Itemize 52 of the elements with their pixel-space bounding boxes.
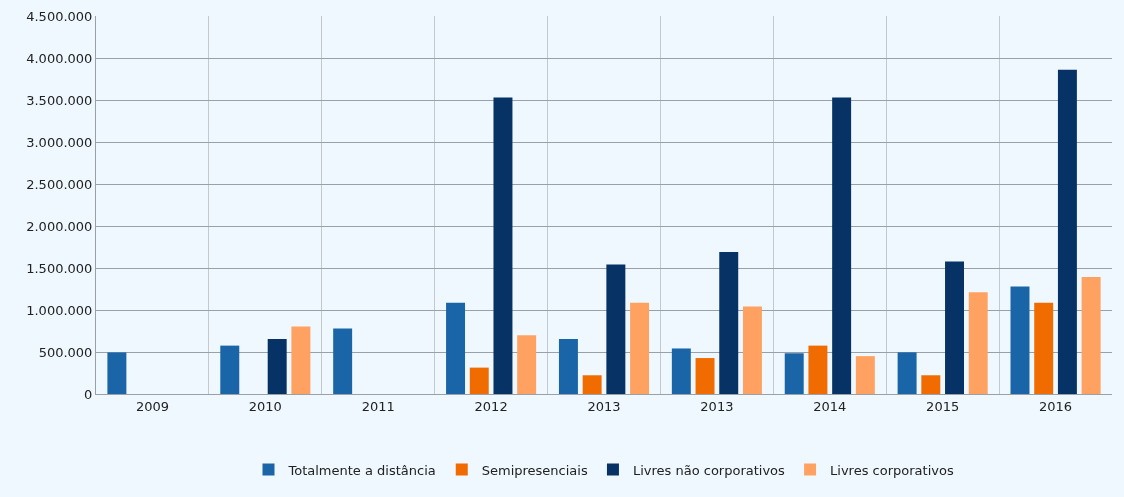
bar — [446, 302, 466, 394]
y-tick-label: 4.000.000 — [26, 50, 93, 66]
bar — [333, 328, 353, 394]
y-tick-label: 3.500.000 — [26, 92, 93, 108]
bar — [719, 252, 739, 394]
x-tick-label: 2013 — [587, 398, 621, 414]
legend-label: Livres corporativos — [830, 462, 954, 478]
x-tick-label: 2012 — [474, 398, 508, 414]
bar — [267, 338, 287, 394]
bar — [1081, 276, 1101, 394]
bar — [855, 356, 875, 394]
bar — [517, 335, 537, 394]
y-tick-label: 500.000 — [38, 344, 93, 360]
x-tick-label: 2014 — [813, 398, 847, 414]
bar — [469, 367, 489, 394]
bar — [291, 326, 311, 394]
bar — [968, 292, 988, 394]
bar — [921, 375, 941, 394]
legend-label: Livres não corporativos — [632, 462, 786, 478]
x-tick-label: 2015 — [926, 398, 960, 414]
x-tick-label: 2010 — [248, 398, 282, 414]
bar — [832, 97, 852, 394]
y-tick-label: 4.500.000 — [26, 8, 93, 24]
x-tick-label: 2011 — [361, 398, 395, 414]
y-tick-label: 3.000.000 — [26, 134, 93, 150]
bar — [742, 306, 762, 394]
bar — [493, 97, 513, 394]
x-tick-label: 2009 — [135, 398, 169, 414]
bar — [1010, 286, 1030, 394]
bar — [582, 375, 602, 394]
y-tick-label: 1.500.000 — [26, 260, 93, 276]
bar — [897, 352, 917, 394]
y-tick-label: 1.000.000 — [26, 302, 93, 318]
bar — [671, 348, 691, 394]
legend-label: Semipresenciais — [481, 462, 588, 478]
bar — [808, 345, 828, 394]
bar — [695, 358, 715, 394]
bar — [606, 264, 626, 394]
y-tick-label: 0 — [84, 386, 93, 402]
bar — [784, 353, 804, 394]
x-tick-label: 2013 — [700, 398, 734, 414]
y-tick-label: 2.500.000 — [26, 176, 93, 192]
x-tick-label: 2016 — [1039, 398, 1073, 414]
bar — [1034, 302, 1054, 394]
bar — [558, 338, 578, 394]
bar — [107, 352, 127, 394]
bar — [1057, 69, 1077, 394]
legend-label: Totalmente a distância — [287, 462, 436, 478]
bar — [220, 345, 240, 394]
bar — [630, 302, 650, 394]
y-tick-label: 2.000.000 — [26, 218, 93, 234]
bar — [945, 261, 964, 394]
